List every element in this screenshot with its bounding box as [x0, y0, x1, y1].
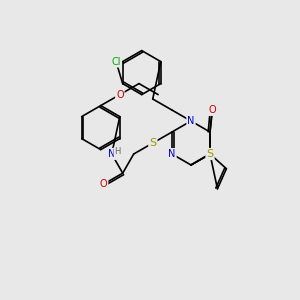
Text: O: O: [100, 179, 107, 189]
Text: S: S: [149, 138, 156, 148]
Text: O: O: [116, 90, 124, 100]
Text: S: S: [206, 149, 214, 159]
Text: N: N: [108, 149, 116, 159]
Text: N: N: [187, 116, 195, 126]
Text: Cl: Cl: [111, 57, 121, 67]
Text: O: O: [208, 105, 216, 115]
Text: H: H: [115, 148, 121, 157]
Text: N: N: [168, 149, 176, 159]
